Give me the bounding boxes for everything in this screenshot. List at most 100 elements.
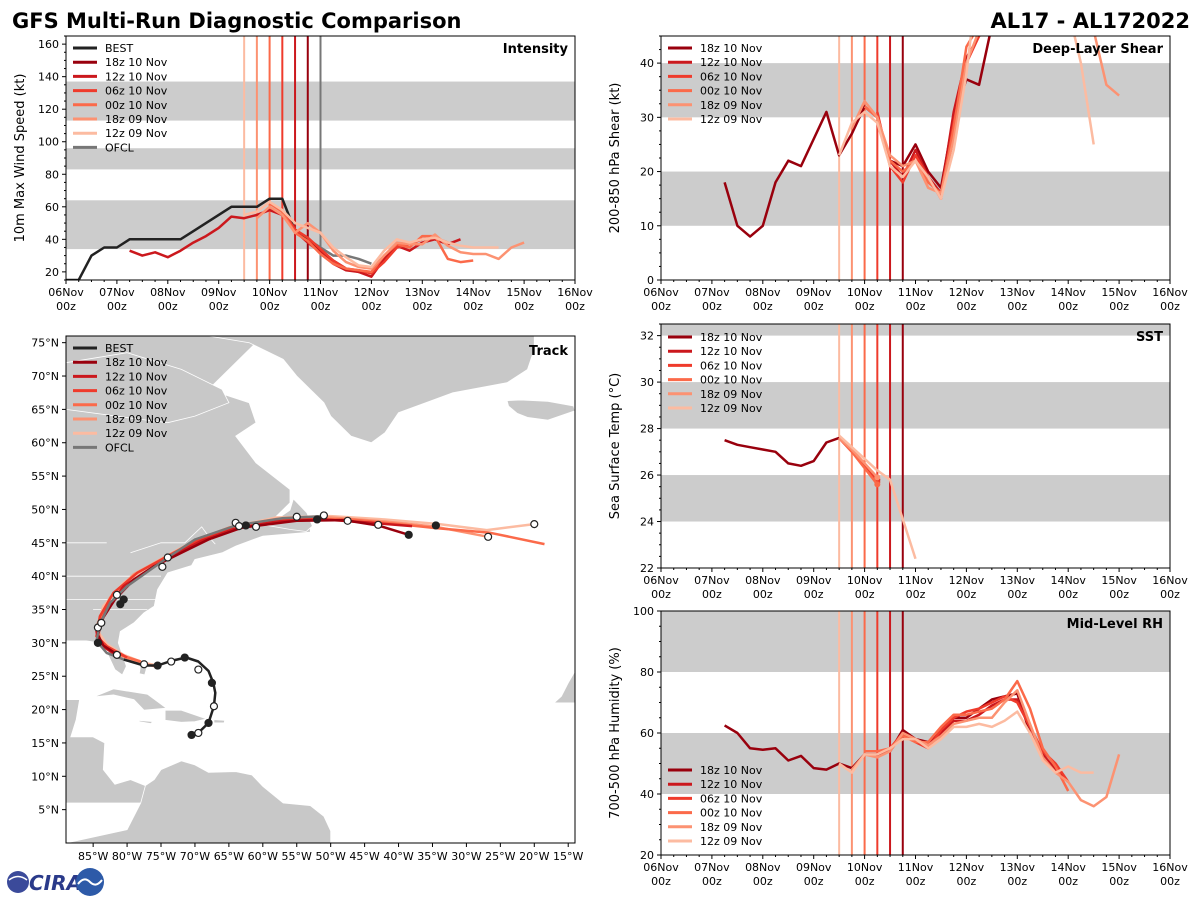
- rh-ytick-label: 80: [640, 666, 654, 679]
- track-legend-label: OFCL: [105, 441, 135, 454]
- intensity-xtick-hour: 00z: [209, 300, 229, 313]
- sst-band-0: [661, 475, 1170, 522]
- rh-panel: 2040608010006Nov00z07Nov00z08Nov00z09Nov…: [608, 605, 1188, 888]
- sst-xtick-date: 12Nov: [949, 574, 985, 587]
- rh-xtick-hour: 00z: [702, 875, 722, 888]
- rh-series-group: [723, 679, 1121, 808]
- rh-xtick-hour: 00z: [1160, 875, 1180, 888]
- track-marker-18z-10-nov: [93, 638, 102, 647]
- shear-panel: 01020304006Nov00z07Nov00z08Nov00z09Nov00…: [608, 35, 1188, 313]
- sst-xtick-hour: 00z: [855, 588, 875, 601]
- track-lon-tick-label: 85°W: [78, 850, 108, 863]
- intensity-xtick-hour: 00z: [362, 300, 382, 313]
- sst-xtick-date: 09Nov: [796, 574, 832, 587]
- land-layer: [66, 336, 575, 843]
- intensity-xtick-date: 08Nov: [150, 286, 186, 299]
- intensity-series-00z-10-nov: [268, 202, 474, 274]
- shear-ylabel: 200-850 hPa Shear (kt): [608, 83, 623, 234]
- cira-globe-icon: [7, 871, 29, 893]
- sst-series-18z-09-nov: [838, 436, 879, 479]
- track-lon-tick-label: 40°W: [383, 850, 413, 863]
- intensity-panel-title: Intensity: [503, 42, 569, 57]
- track-lat-tick-label: 50°N: [31, 503, 59, 516]
- track-lat-tick-label: 5°N: [38, 804, 59, 817]
- sst-ytick-label: 24: [640, 516, 654, 529]
- intensity-xtick-hour: 00z: [463, 300, 483, 313]
- track-legend-label: 06z 10 Nov: [105, 385, 168, 398]
- shear-series-group: [723, 36, 1120, 238]
- sst-legend-label: 18z 09 Nov: [700, 388, 763, 401]
- intensity-legend-label: OFCL: [105, 141, 135, 154]
- intensity-legend-label: 18z 09 Nov: [105, 113, 168, 126]
- track-lat-tick-label: 70°N: [31, 370, 59, 383]
- sst-endpoint-18z-09-nov: [874, 474, 881, 481]
- sst-xtick-date: 13Nov: [1000, 574, 1036, 587]
- track-marker-ofcl: [97, 618, 106, 627]
- shear-legend-label: 18z 10 Nov: [700, 42, 763, 55]
- south-america-landmass: [66, 760, 332, 843]
- track-legend-label: 00z 10 Nov: [105, 399, 168, 412]
- sst-xtick-hour: 00z: [1109, 588, 1129, 601]
- rh-legend-label: 00z 10 Nov: [700, 807, 763, 820]
- track-marker-best: [187, 730, 196, 740]
- track-marker-best: [153, 661, 162, 670]
- central-america-landmass: [66, 699, 148, 804]
- sst-xtick-date: 15Nov: [1101, 574, 1137, 587]
- intensity-ytick-label: 140: [38, 71, 59, 84]
- rh-legend-label: 06z 10 Nov: [700, 792, 763, 805]
- intensity-series-best: [66, 197, 309, 280]
- sst-xtick-hour: 00z: [957, 588, 977, 601]
- shear-xtick-hour: 00z: [804, 300, 824, 313]
- sst-legend-label: 12z 09 Nov: [700, 402, 763, 415]
- shear-band-0: [661, 171, 1170, 226]
- track-marker-ofcl: [292, 512, 301, 521]
- intensity-xtick-hour: 00z: [107, 300, 127, 313]
- track-marker-18z-09-nov: [484, 532, 493, 541]
- shear-xtick-hour: 00z: [1007, 300, 1027, 313]
- intensity-xtick-date: 10Nov: [252, 286, 288, 299]
- intensity-xtick-hour: 00z: [412, 300, 432, 313]
- sst-series-12z-09-nov: [838, 434, 917, 560]
- africa-landmass: [552, 630, 575, 704]
- track-legend-label: 18z 10 Nov: [105, 356, 168, 369]
- figure-title: GFS Multi-Run Diagnostic Comparison: [12, 9, 461, 33]
- rh-ytick-label: 40: [640, 788, 654, 801]
- track-legend-label: 12z 09 Nov: [105, 427, 168, 440]
- rh-xtick-date: 12Nov: [949, 861, 985, 874]
- hispaniola-island: [164, 709, 208, 723]
- sst-series-group: [724, 434, 917, 560]
- rh-xtick-hour: 00z: [804, 875, 824, 888]
- rh-xtick-hour: 00z: [957, 875, 977, 888]
- track-lat-tick-label: 75°N: [31, 337, 59, 350]
- intensity-legend-label: 18z 10 Nov: [105, 56, 168, 69]
- shear-legend-label: 00z 10 Nov: [700, 85, 763, 98]
- shear-xtick-date: 07Nov: [694, 286, 730, 299]
- rh-ylabel: 700-500 hPa Humidity (%): [608, 647, 623, 819]
- rh-legend-label: 18z 09 Nov: [700, 821, 763, 834]
- greenland-landmass: [181, 336, 535, 444]
- track-lon-tick-label: 25°W: [485, 850, 515, 863]
- sst-xtick-date: 06Nov: [643, 574, 679, 587]
- shear-legend-label: 12z 10 Nov: [700, 56, 763, 69]
- track-axes-frame: [65, 335, 576, 844]
- intensity-ytick-label: 100: [38, 136, 59, 149]
- sst-ylabel: Sea Surface Temp (°C): [608, 373, 623, 520]
- sst-band-2: [661, 324, 1170, 336]
- shear-legend-label: 18z 09 Nov: [700, 99, 763, 112]
- track-marker-best: [204, 718, 213, 728]
- rh-legend-label: 18z 10 Nov: [700, 764, 763, 777]
- track-lat-tick-label: 55°N: [31, 470, 59, 483]
- shear-xtick-hour: 00z: [702, 300, 722, 313]
- track-marker-ofcl: [112, 650, 122, 659]
- iberia-uk-landmass: [574, 482, 575, 511]
- sst-ytick-label: 28: [640, 423, 654, 436]
- track-lon-tick-label: 50°W: [315, 850, 345, 863]
- track-lat-tick-label: 60°N: [31, 437, 59, 450]
- track-marker-best: [139, 660, 149, 669]
- track-panel-title: Track: [529, 344, 568, 359]
- track-lat-tick-label: 45°N: [31, 537, 59, 550]
- sst-xtick-hour: 00z: [1007, 588, 1027, 601]
- sst-xtick-date: 16Nov: [1152, 574, 1188, 587]
- baffin-island: [66, 352, 230, 424]
